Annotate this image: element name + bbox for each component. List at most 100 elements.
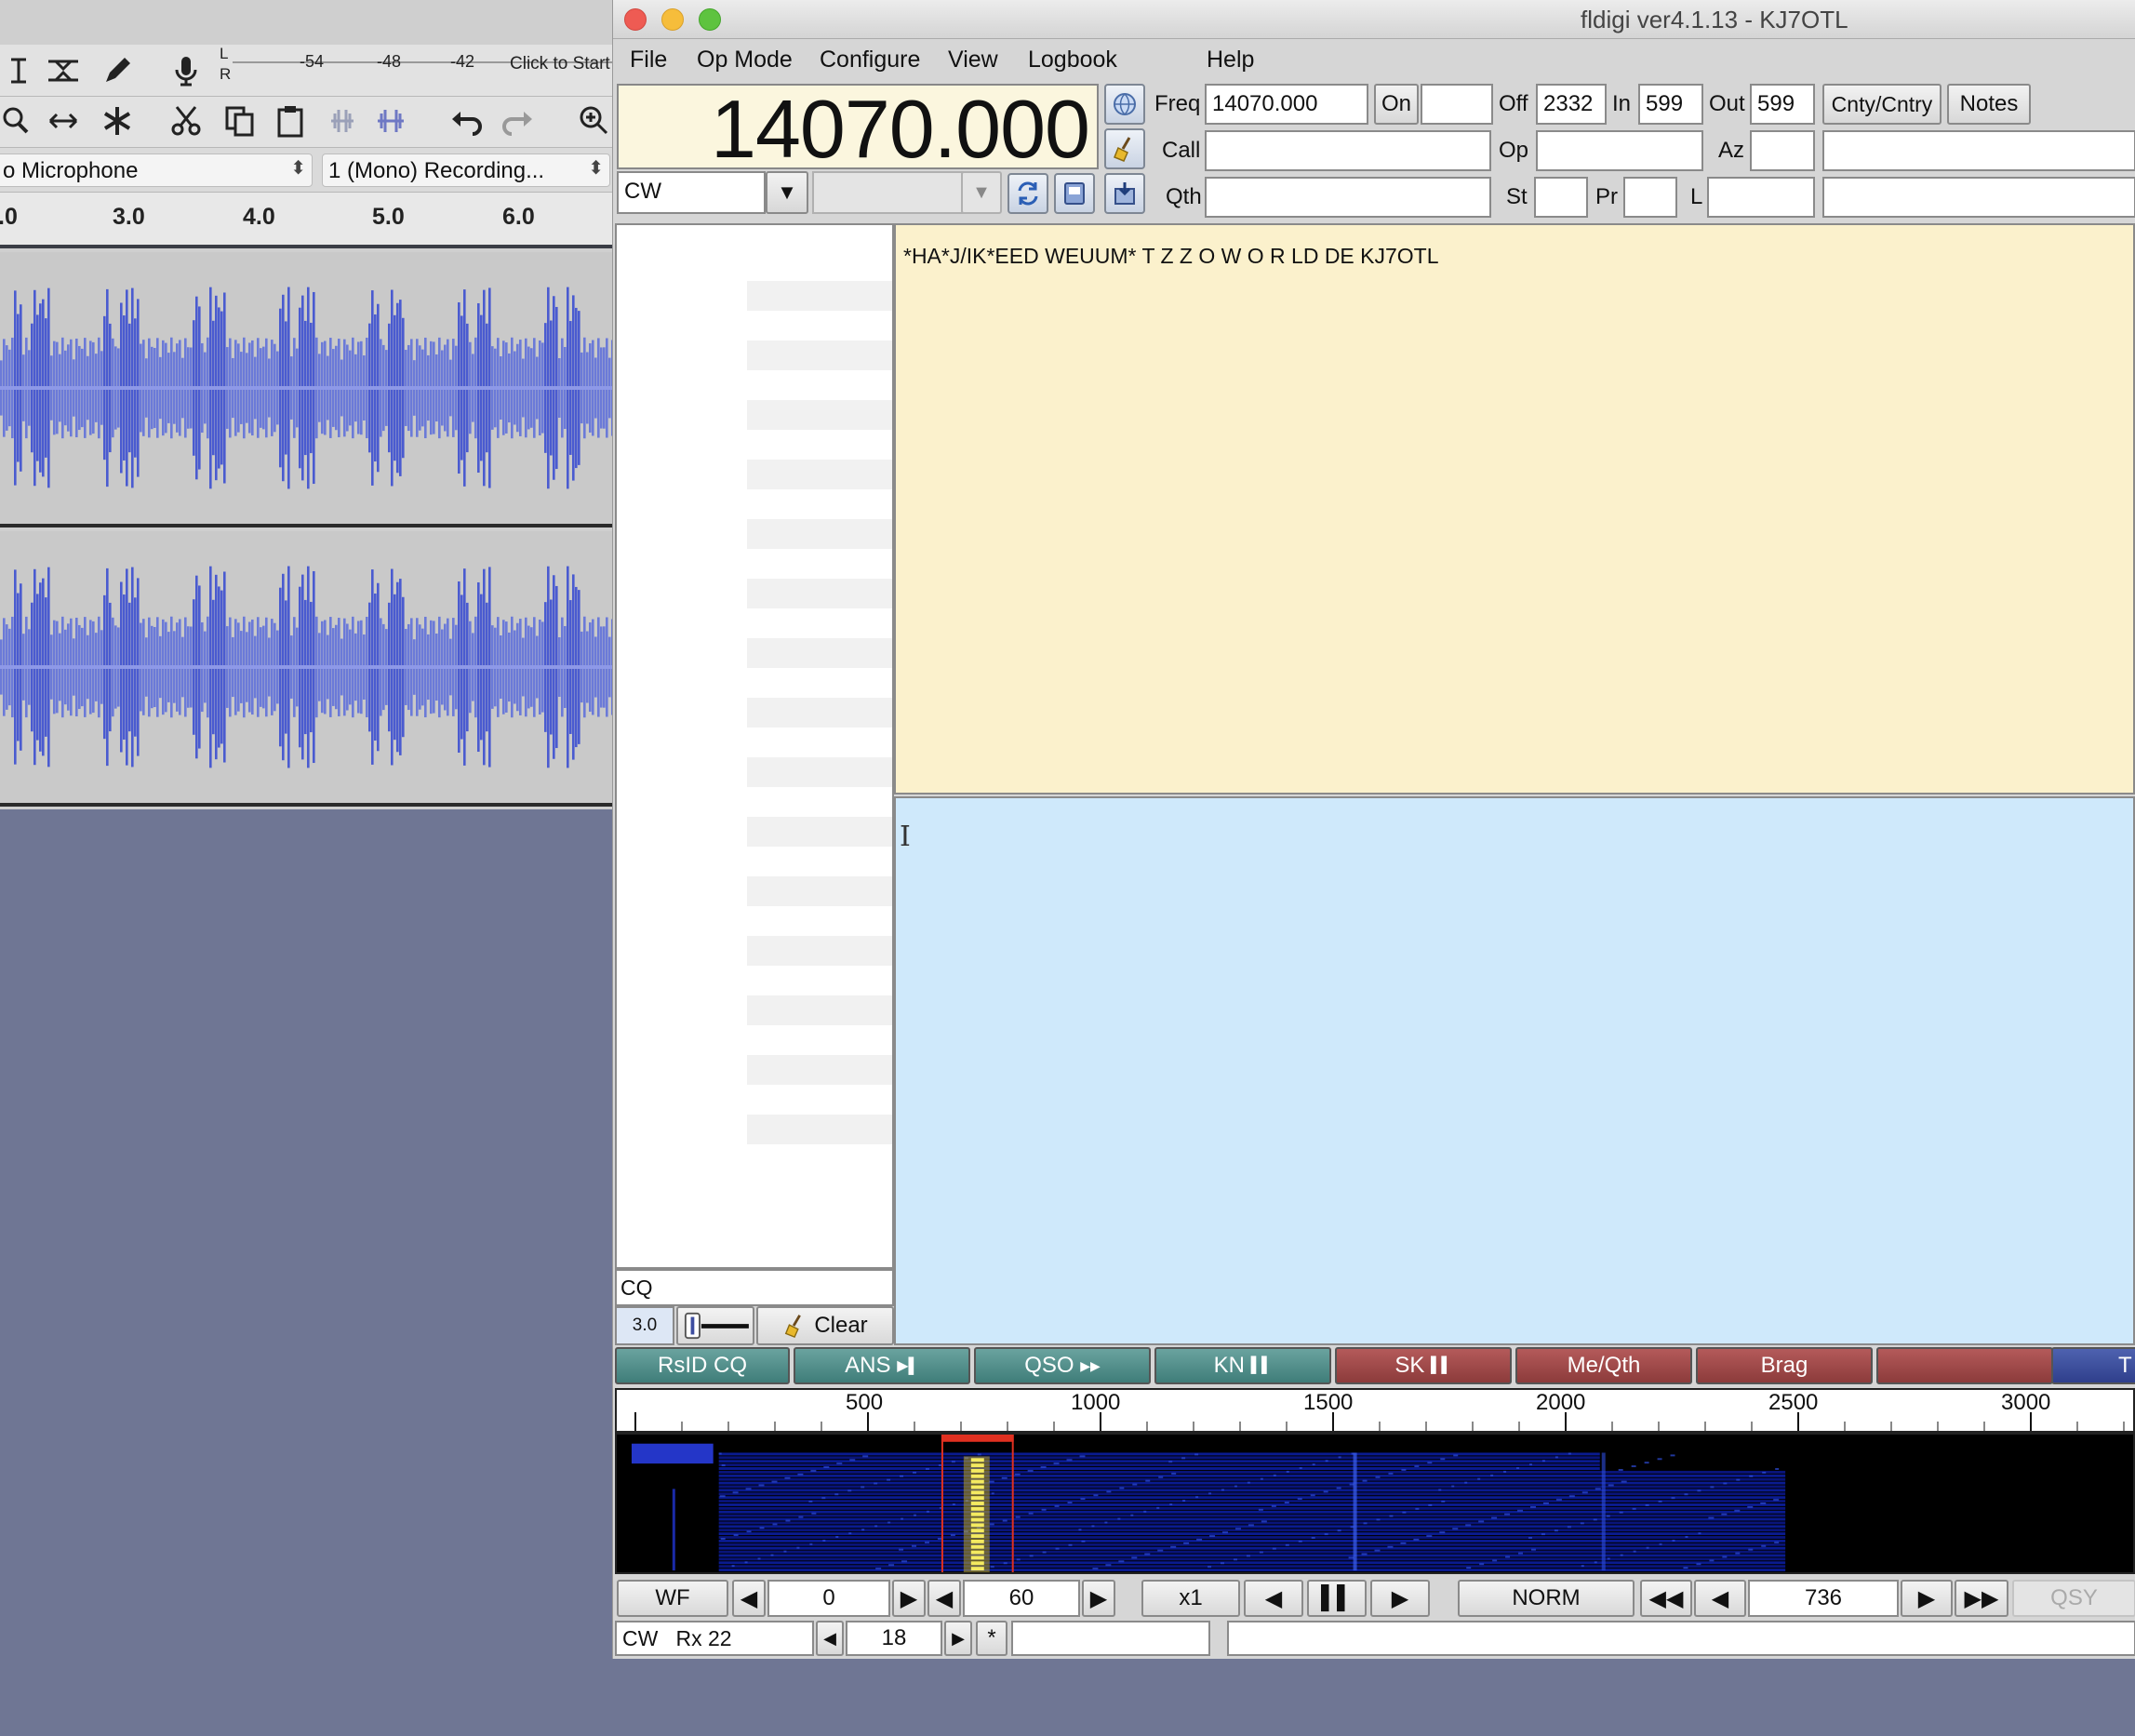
tx-level-decrease-button[interactable]: ◀ — [816, 1621, 844, 1656]
refresh-button[interactable] — [1007, 173, 1048, 214]
menu-logbook[interactable]: Logbook — [1028, 47, 1117, 73]
locator-field[interactable] — [1707, 177, 1815, 218]
afc-toggle-button[interactable]: * — [976, 1621, 1007, 1656]
waterfall-scale[interactable]: 500 1000 1500 2000 2500 3000 — [615, 1388, 2135, 1433]
signal-browser[interactable] — [615, 223, 894, 1269]
macro-sk-button[interactable]: SK ▌▌ — [1335, 1347, 1512, 1384]
redo-icon[interactable] — [499, 102, 536, 140]
rst-in-field[interactable]: 599 — [1638, 84, 1703, 125]
zoom-tool-icon[interactable] — [0, 102, 33, 140]
browser-row[interactable] — [747, 757, 892, 787]
carrier-increase-button[interactable]: ▶ — [1901, 1580, 1953, 1617]
scroll-left-button[interactable]: ◀ — [1244, 1580, 1303, 1617]
time-off-field[interactable]: 2332 — [1536, 84, 1607, 125]
undo-icon[interactable] — [448, 102, 486, 140]
browser-row[interactable] — [747, 579, 892, 608]
zoom-window-button[interactable] — [699, 8, 721, 31]
rst-out-field[interactable]: 599 — [1750, 84, 1815, 125]
transmit-text-pane[interactable]: I — [894, 796, 2135, 1345]
frequency-display[interactable]: 14070.000 — [617, 83, 1099, 175]
timeline-ruler[interactable]: .0 3.0 4.0 5.0 6.0 — [0, 193, 614, 248]
mode-dropdown-button[interactable]: ▼ — [766, 171, 808, 214]
wf-range-decrease-button[interactable]: ◀ — [927, 1580, 961, 1617]
menu-file[interactable]: File — [630, 47, 668, 73]
cut-icon[interactable] — [167, 102, 205, 140]
wf-low-increase-button[interactable]: ▶ — [892, 1580, 926, 1617]
log-view-button[interactable] — [1054, 173, 1095, 214]
squelch-level[interactable]: 3.0 — [615, 1306, 674, 1345]
silence-audio-icon[interactable] — [372, 102, 409, 140]
minimize-window-button[interactable] — [661, 8, 684, 31]
waterfall-speed-button[interactable]: NORM — [1458, 1580, 1635, 1617]
input-device-select[interactable]: o Microphone ⬍ — [0, 154, 313, 187]
bandwidth-dropdown-button[interactable]: ▼ — [961, 171, 1002, 214]
browser-row[interactable] — [747, 817, 892, 847]
browser-row[interactable] — [747, 698, 892, 728]
multi-tool-icon[interactable] — [99, 102, 136, 140]
macro-kn-button[interactable]: KN ▌▌ — [1154, 1347, 1331, 1384]
paste-icon[interactable] — [272, 102, 309, 140]
clear-browser-button[interactable]: Clear — [756, 1306, 894, 1345]
scroll-right-button[interactable]: ▶ — [1370, 1580, 1430, 1617]
squelch-slider[interactable] — [676, 1306, 754, 1345]
operator-name-field[interactable] — [1536, 130, 1703, 171]
browser-search-input[interactable]: CQ — [615, 1269, 894, 1306]
call-field[interactable] — [1205, 130, 1491, 171]
audio-track-2[interactable] — [0, 531, 614, 807]
carrier-decrease-button[interactable]: ◀ — [1694, 1580, 1746, 1617]
macro-ans-button[interactable]: ANS ▶▌ — [794, 1347, 970, 1384]
macro-t-button[interactable]: T — [2051, 1347, 2135, 1384]
browser-row[interactable] — [747, 1055, 892, 1085]
draw-tool-icon[interactable] — [99, 52, 136, 89]
receive-text-pane[interactable]: *HA*J/IK*EED WEUUM* T Z Z O W O R LD DE … — [894, 223, 2135, 795]
carrier-fast-increase-button[interactable]: ▶▶ — [1955, 1580, 2008, 1617]
browser-row[interactable] — [747, 876, 892, 906]
record-meter-microphone-icon[interactable] — [167, 52, 205, 89]
qth-field[interactable] — [1205, 177, 1491, 218]
zoom-button[interactable]: x1 — [1141, 1580, 1240, 1617]
azimuth-field[interactable] — [1750, 130, 1815, 171]
province-field[interactable] — [1623, 177, 1677, 218]
wf-low-value[interactable]: 0 — [767, 1580, 890, 1617]
clear-log-fields-button[interactable] — [1104, 128, 1145, 169]
menu-configure[interactable]: Configure — [820, 47, 921, 73]
time-shift-tool-icon[interactable] — [45, 102, 82, 140]
carrier-fast-decrease-button[interactable]: ◀◀ — [1640, 1580, 1692, 1617]
browser-row[interactable] — [747, 936, 892, 966]
notes-field[interactable] — [1822, 177, 2135, 218]
tx-level-increase-button[interactable]: ▶ — [944, 1621, 972, 1656]
title-bar[interactable]: fldigi ver4.1.13 - KJ7OTL — [613, 0, 2135, 39]
meter-start-hint[interactable]: Click to Start — [510, 54, 610, 73]
macro-me-qth-button[interactable]: Me/Qth — [1515, 1347, 1692, 1384]
country-field[interactable] — [1822, 130, 2135, 171]
browser-row[interactable] — [747, 281, 892, 311]
waterfall-mode-button[interactable]: WF — [617, 1580, 728, 1617]
tx-level-value[interactable]: 18 — [846, 1621, 942, 1656]
audio-track-1[interactable] — [0, 252, 614, 527]
browser-row[interactable] — [747, 341, 892, 370]
selection-tool-icon[interactable] — [0, 52, 37, 89]
freq-field[interactable]: 14070.000 — [1205, 84, 1368, 125]
qsy-button[interactable]: QSY — [2012, 1580, 2135, 1617]
lookup-button[interactable] — [1104, 84, 1145, 125]
country-button[interactable]: Cnty/Cntry — [1822, 84, 1942, 125]
carrier-frequency-value[interactable]: 736 — [1748, 1580, 1899, 1617]
browser-row[interactable] — [747, 638, 892, 668]
browser-row[interactable] — [747, 460, 892, 489]
browser-row[interactable] — [747, 519, 892, 549]
copy-icon[interactable] — [221, 102, 259, 140]
bandwidth-combo[interactable] — [812, 171, 972, 214]
macro-rsid-cq-button[interactable]: RsID CQ — [615, 1347, 790, 1384]
notes-button[interactable]: Notes — [1947, 84, 2031, 125]
save-qso-button[interactable] — [1104, 173, 1145, 214]
recording-channels-select[interactable]: 1 (Mono) Recording... ⬍ — [322, 154, 610, 187]
macro-empty-button[interactable] — [1876, 1347, 2053, 1384]
zoom-in-icon[interactable] — [575, 102, 612, 140]
time-on-field[interactable] — [1421, 84, 1493, 125]
waterfall-display[interactable] — [615, 1433, 2135, 1574]
time-on-button[interactable]: On — [1374, 84, 1419, 125]
menu-help[interactable]: Help — [1207, 47, 1255, 73]
trim-audio-icon[interactable] — [324, 102, 361, 140]
wf-low-decrease-button[interactable]: ◀ — [732, 1580, 766, 1617]
mode-combo[interactable]: CW — [617, 171, 766, 214]
